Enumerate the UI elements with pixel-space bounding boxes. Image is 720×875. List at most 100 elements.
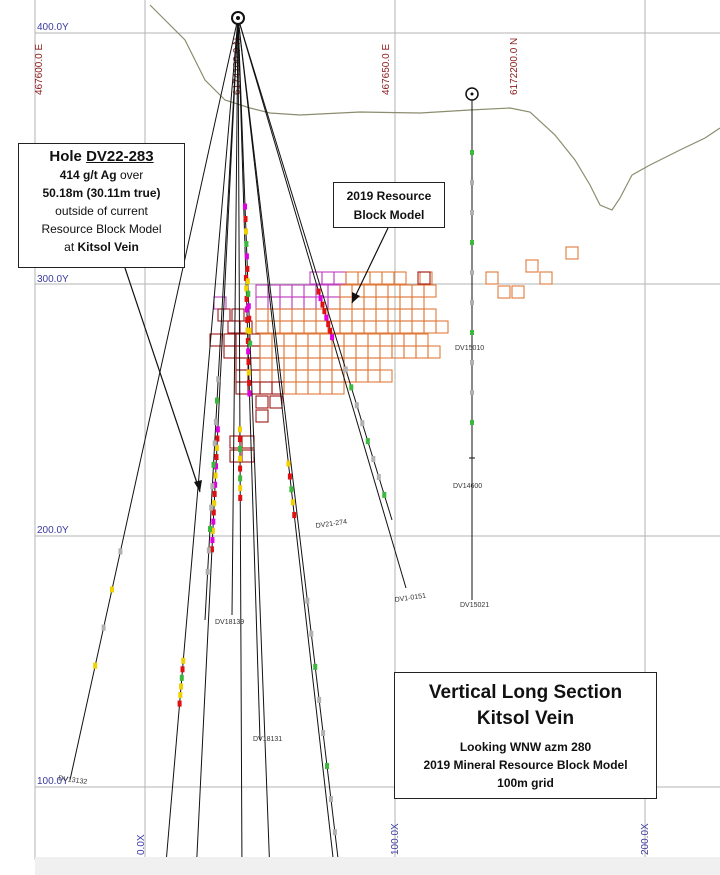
block-cell-56 [227, 320, 241, 334]
drill-hole-trace-1 [164, 17, 239, 875]
assay-mark-2 [214, 444, 219, 451]
assay-mark-103 [470, 390, 474, 395]
assay-mark-10 [211, 518, 216, 525]
assay-mark-59 [330, 334, 335, 341]
block-cell-120 [355, 357, 369, 371]
assay-mark-24 [238, 465, 243, 472]
assay-mark-35 [246, 348, 251, 355]
callout-rbm-line2: Block Model [353, 208, 425, 222]
block-cell-66 [351, 320, 365, 334]
block-cell-51 [375, 308, 389, 322]
assay-mark-42 [243, 228, 248, 235]
assay-mark-25 [238, 475, 243, 482]
block-cell-41 [255, 308, 269, 322]
block-cell-91 [415, 333, 429, 347]
block-cell-32 [339, 296, 353, 310]
callout-hole-interval: 50.18m (30.11m true) [42, 186, 161, 200]
assay-mark-100 [470, 300, 474, 305]
block-cell-122 [235, 369, 249, 383]
drill-hole-trace-3 [204, 17, 239, 621]
assay-mark-102 [470, 360, 474, 365]
callout-hole-pointer [124, 267, 201, 493]
block-cell-15 [327, 284, 341, 298]
assay-mark-50 [247, 328, 252, 335]
assay-mark-67 [213, 419, 218, 426]
assay-mark-29 [244, 285, 249, 292]
assay-mark-37 [246, 369, 251, 376]
assay-mark-58 [328, 327, 333, 334]
assay-mark-57 [326, 321, 331, 328]
block-cell-145 [269, 395, 283, 409]
block-cell-121 [367, 357, 381, 371]
assay-mark-70 [210, 483, 215, 490]
block-cell-31 [327, 296, 341, 310]
x-label-200: 200.0X [640, 823, 651, 855]
block-cell-44 [291, 308, 305, 322]
callout-hole-line4: Resource Block Model [41, 222, 162, 236]
assay-mark-98 [470, 240, 474, 245]
block-cell-128 [307, 369, 321, 383]
assay-intervals [93, 150, 474, 836]
assay-mark-80 [325, 763, 330, 770]
block-cell-54 [411, 308, 425, 322]
block-cell-86 [355, 333, 369, 347]
collar-east [465, 87, 479, 101]
block-cell-48 [339, 308, 353, 322]
assay-mark-97 [470, 210, 474, 215]
assay-mark-38 [247, 379, 252, 386]
block-cell-142 [319, 381, 333, 395]
block-cell-139 [283, 381, 297, 395]
assay-mark-48 [246, 303, 251, 310]
assay-mark-73 [206, 547, 211, 554]
y-label-200: 200.0Y [37, 525, 69, 536]
assay-mark-65 [216, 376, 221, 383]
block-cell-98 [295, 345, 309, 359]
section-title-box: Vertical Long Section Kitsol Vein Lookin… [394, 672, 657, 799]
assay-mark-11 [210, 527, 215, 534]
hole-label-dv21-274: DV21-274 [315, 519, 347, 530]
block-cell-35 [375, 296, 389, 310]
block-cell-150 [241, 449, 255, 463]
assay-mark-7 [212, 490, 217, 497]
hole-label-dv15010: DV15010 [455, 345, 484, 352]
assay-mark-51 [248, 340, 253, 347]
hole-label-dv14600: DV14600 [453, 483, 482, 490]
block-cell-155 [525, 259, 539, 273]
callout-hole-grade-suffix: over [116, 168, 144, 182]
block-cell-13 [303, 284, 317, 298]
block-cell-49 [351, 308, 365, 322]
block-cell-90 [403, 333, 417, 347]
assay-mark-21 [237, 436, 242, 443]
block-cell-132 [355, 369, 369, 383]
assay-mark-78 [317, 696, 322, 703]
assay-mark-104 [470, 420, 474, 425]
assay-mark-95 [470, 150, 474, 155]
assay-mark-86 [360, 420, 365, 427]
title-line3: Looking WNW azm 280 [459, 740, 592, 754]
assay-mark-28 [243, 274, 248, 281]
block-cell-133 [367, 369, 381, 383]
assay-mark-30 [244, 295, 249, 302]
block-cell-103 [355, 345, 369, 359]
block-cell-95 [259, 345, 273, 359]
topography-line [149, 4, 720, 211]
assay-mark-92 [110, 586, 114, 593]
block-cell-18 [363, 284, 377, 298]
block-cell-58 [255, 320, 269, 334]
drill-hole-trace-6 [237, 17, 261, 741]
block-cell-68 [375, 320, 389, 334]
assay-mark-71 [209, 504, 214, 511]
block-cell-12 [291, 284, 305, 298]
block-cell-45 [303, 308, 317, 322]
block-cell-97 [283, 345, 297, 359]
assay-mark-76 [309, 630, 314, 637]
assay-mark-63 [290, 499, 295, 506]
assay-mark-81 [328, 796, 333, 803]
callout-hole-title: Hole DV22-283 [19, 148, 184, 166]
block-cell-61 [291, 320, 305, 334]
y-label-300: 300.0Y [37, 274, 69, 285]
title-line1: Vertical Long Section [428, 682, 623, 703]
assay-mark-39 [247, 390, 252, 397]
